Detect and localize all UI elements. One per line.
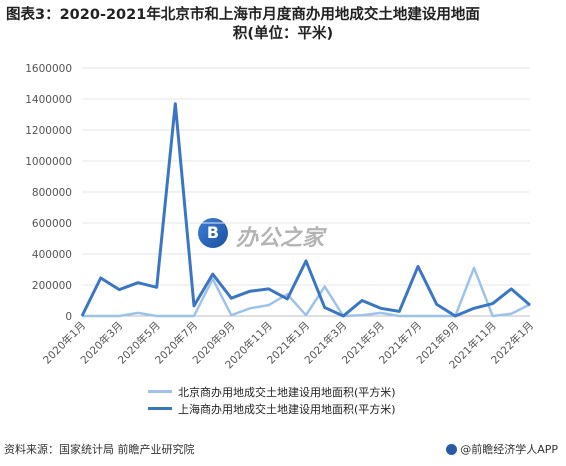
source-note: 资料来源：国家统计局 前瞻产业研究院 (4, 443, 195, 456)
chart-title-line-1: 图表3：2020-2021年北京市和上海市月度商办用地成交土地建设用地面 (6, 7, 480, 23)
y-tick-label: 400000 (32, 249, 72, 261)
series-layer (80, 102, 531, 318)
y-tick-label: 1200000 (25, 125, 72, 137)
y-axis: 0 200000 400000 600000 800000 1000000 1200000 1… (25, 63, 72, 323)
grid-layer (82, 67, 530, 286)
legend-item-shanghai: 上海商办用地成交土地建设用地面积(平方米) (148, 400, 396, 417)
legend-label-beijing: 北京商办用地成交土地建设用地面积(平方米) (178, 385, 396, 399)
y-tick-label: 0 (65, 311, 72, 323)
legend-item-beijing: 北京商办用地成交土地建设用地面积(平方米) (148, 383, 396, 400)
series-line-shanghai (80, 102, 531, 318)
chart-title: 图表3：2020-2021年北京市和上海市月度商办用地成交土地建设用地面 积(单… (0, 6, 566, 44)
legend-swatch-shanghai (148, 407, 172, 410)
chart-title-line-2: 积(单位：平米) (232, 26, 334, 42)
y-tick-label: 1000000 (25, 156, 72, 168)
y-tick-label: 600000 (32, 218, 72, 230)
legend: 北京商办用地成交土地建设用地面积(平方米) 上海商办用地成交土地建设用地面积(平… (148, 383, 396, 417)
series-line-beijing (82, 266, 531, 318)
y-tick-label: 1400000 (25, 94, 72, 106)
brand-logo-icon (446, 443, 458, 455)
legend-swatch-beijing (148, 390, 172, 393)
watermark-text: 办公之家 (236, 226, 325, 251)
brand-note: @前瞻经济学人APP (446, 441, 558, 457)
legend-label-shanghai: 上海商办用地成交土地建设用地面积(平方米) (178, 402, 396, 416)
y-tick-label: 200000 (32, 280, 72, 292)
y-tick-label: 1600000 (25, 63, 72, 75)
brand-text: @前瞻经济学人APP (460, 443, 558, 456)
x-axis: 2020年1月2020年3月2020年5月2020年7月2020年9月2020年… (40, 315, 536, 371)
y-tick-label: 800000 (32, 187, 72, 199)
